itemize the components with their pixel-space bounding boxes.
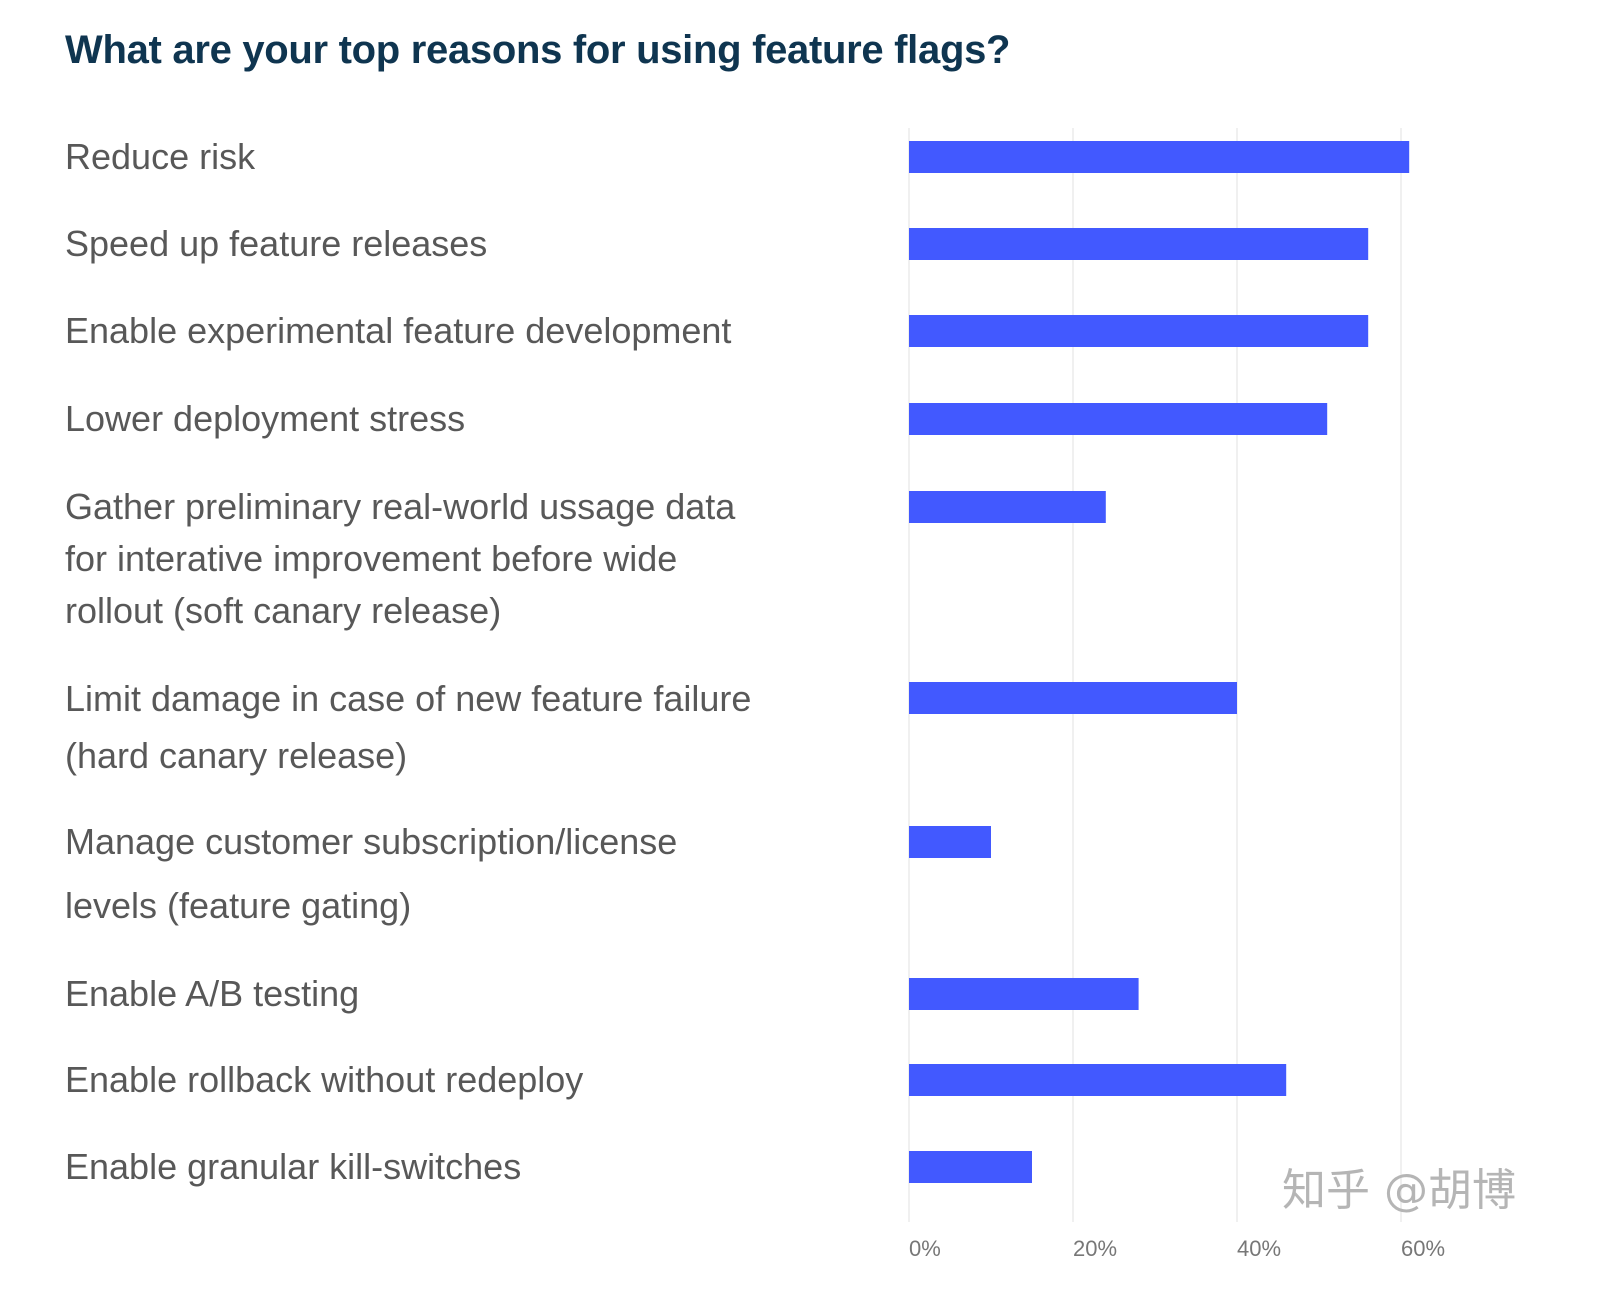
bar: [909, 403, 1328, 435]
category-label-line: Enable granular kill-switches: [65, 1146, 522, 1187]
bar: [909, 826, 991, 858]
category-label: Reduce risk: [65, 131, 255, 183]
x-tick-label: 20%: [1073, 1236, 1117, 1261]
category-label: Enable rollback without redeploy: [65, 1054, 583, 1106]
bar: [909, 491, 1106, 523]
category-label-line: Limit damage in case of new feature fail…: [65, 677, 752, 719]
bar: [909, 1151, 1032, 1183]
category-label: Gather preliminary real-world ussage dat…: [65, 481, 735, 637]
category-label: Speed up feature releases: [65, 218, 487, 270]
chart-title: What are your top reasons for using feat…: [65, 28, 1011, 72]
category-label-line: levels (feature gating): [65, 885, 412, 926]
watermark: 知乎 @胡博: [1282, 1165, 1516, 1216]
bar: [909, 1064, 1287, 1096]
category-label: Enable granular kill-switches: [65, 1141, 521, 1193]
category-label-line: (hard canary release): [65, 734, 408, 776]
category-label-line: for interative improvement before wide: [65, 538, 678, 579]
bar: [909, 978, 1139, 1010]
bar: [909, 141, 1410, 173]
bar: [909, 682, 1237, 714]
category-label: Limit damage in case of new feature fail…: [65, 670, 751, 784]
category-label-line: rollout (soft canary release): [65, 590, 502, 631]
category-label-line: Manage customer subscription/license: [65, 821, 678, 862]
category-label: Enable A/B testing: [65, 968, 359, 1020]
category-label-line: Speed up feature releases: [65, 223, 488, 264]
category-label-line: Gather preliminary real-world ussage dat…: [65, 486, 736, 527]
category-label-line: Lower deployment stress: [65, 398, 466, 439]
bar: [909, 228, 1369, 260]
category-label: Lower deployment stress: [65, 393, 465, 445]
category-label-line: Enable A/B testing: [65, 973, 360, 1014]
x-tick-label: 40%: [1237, 1236, 1281, 1261]
category-label: Enable experimental feature development: [65, 305, 731, 357]
x-tick-label: 0%: [909, 1236, 941, 1261]
x-tick-label: 60%: [1401, 1236, 1445, 1261]
category-label: Manage customer subscription/license leve…: [65, 810, 677, 938]
category-label-line: Enable experimental feature development: [65, 310, 732, 351]
category-label-line: Enable rollback without redeploy: [65, 1059, 584, 1100]
category-label-line: Reduce risk: [65, 136, 256, 177]
bar: [909, 315, 1369, 347]
